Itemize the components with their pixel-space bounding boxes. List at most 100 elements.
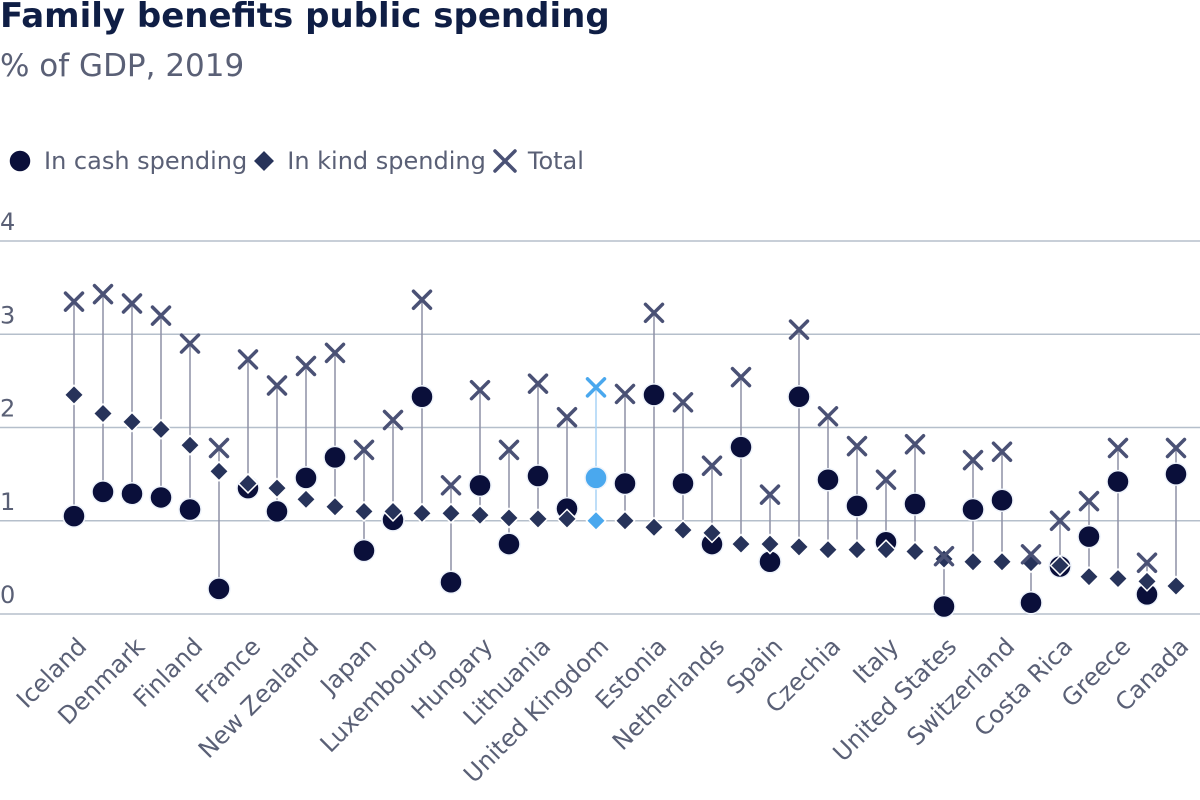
- total-point: [440, 475, 462, 496]
- cash-point: [1077, 524, 1101, 549]
- cash-point: [62, 504, 86, 528]
- total-point: [324, 342, 346, 364]
- cash-point: [845, 494, 869, 518]
- cash-point: [961, 497, 985, 522]
- kind-point: [962, 551, 984, 573]
- cash-point: [787, 384, 811, 409]
- kind-point: [817, 539, 839, 561]
- kind-point: [875, 539, 897, 561]
- cash-point: [120, 481, 144, 506]
- cash-point: [439, 570, 463, 595]
- kind-point: [121, 411, 143, 433]
- kind-point: [701, 522, 723, 544]
- total-point: [904, 434, 926, 455]
- y-tick-label: 4: [0, 208, 15, 236]
- kind-point: [179, 434, 201, 456]
- kind-point: [1107, 568, 1129, 590]
- kind-point: [991, 551, 1013, 573]
- total-point: [701, 455, 723, 476]
- total-point: [498, 439, 520, 461]
- kind-point: [643, 516, 665, 538]
- kind-point: [759, 533, 781, 555]
- cash-point: [149, 485, 173, 510]
- total-point: [353, 439, 375, 461]
- diamond-marker-icon: [252, 148, 277, 174]
- kind-point: [788, 536, 810, 558]
- total-point: [1020, 544, 1042, 565]
- kind-point: [1165, 575, 1187, 597]
- total-point: [1165, 437, 1187, 459]
- kind-point: [1049, 554, 1071, 577]
- legend-item-kind[interactable]: In kind spending: [249, 146, 486, 176]
- kind-point: [556, 508, 578, 530]
- kind-point: [266, 477, 288, 499]
- kind-point: [498, 507, 520, 529]
- total-point: [469, 379, 491, 401]
- y-tick-label: 0: [0, 581, 15, 609]
- total-point: [788, 319, 810, 340]
- total-point: [382, 409, 404, 431]
- y-tick-label: 1: [0, 488, 15, 516]
- total-point: [527, 373, 549, 394]
- total-point: [1049, 510, 1071, 531]
- cash-point: [613, 471, 637, 496]
- kind-point: [469, 504, 491, 526]
- kind-point: [846, 539, 868, 561]
- total-point: [875, 469, 897, 490]
- cash-point: [1164, 462, 1188, 486]
- kind-point: [440, 502, 462, 524]
- total-point: [556, 406, 578, 428]
- total-point: [179, 333, 201, 354]
- legend-label-total: Total: [527, 147, 584, 175]
- total-point: [1078, 490, 1100, 512]
- kind-point: [295, 488, 317, 510]
- cash-point: [671, 471, 695, 496]
- total-point: [150, 305, 172, 326]
- cash-point: [265, 499, 289, 524]
- total-point: [63, 291, 85, 312]
- total-point: [121, 293, 143, 314]
- cross-marker-icon: [493, 149, 517, 173]
- total-point: [208, 437, 230, 459]
- total-point: [643, 302, 665, 324]
- total-point: [1107, 437, 1129, 459]
- kind-point: [585, 510, 607, 532]
- kind-point: [730, 533, 752, 555]
- legend-item-total[interactable]: Total: [490, 146, 584, 176]
- cash-point: [352, 538, 376, 563]
- kind-point: [614, 510, 636, 532]
- kind-point: [527, 508, 549, 530]
- total-point: [295, 355, 317, 377]
- y-tick-label: 2: [0, 395, 15, 423]
- total-point: [933, 545, 955, 567]
- total-point: [1136, 552, 1158, 573]
- kind-point: [933, 548, 955, 570]
- chart-title: Family benefits public spending: [0, 0, 610, 36]
- legend-label-kind: In kind spending: [287, 147, 486, 175]
- kind-point: [150, 418, 172, 440]
- kind-point: [63, 384, 85, 406]
- cash-point: [990, 488, 1014, 512]
- total-point: [266, 375, 288, 396]
- kind-point: [1136, 570, 1158, 592]
- legend-item-cash[interactable]: In cash spending: [6, 146, 247, 176]
- kind-point: [1078, 566, 1100, 588]
- cash-point: [497, 532, 521, 556]
- cash-point: [323, 445, 347, 470]
- total-point: [672, 392, 694, 413]
- cash-point: [207, 577, 231, 601]
- kind-point: [92, 402, 114, 425]
- total-point: [730, 366, 752, 388]
- cash-point: [932, 594, 956, 619]
- cash-point: [903, 492, 927, 516]
- y-tick-label: 3: [0, 301, 15, 329]
- kind-point: [324, 496, 346, 518]
- kind-point: [672, 519, 694, 541]
- kind-point: [353, 500, 375, 522]
- cash-point: [178, 497, 202, 522]
- cash-point: [468, 473, 492, 498]
- kind-point: [208, 460, 230, 482]
- total-point: [817, 406, 839, 427]
- cash-point: [584, 466, 608, 490]
